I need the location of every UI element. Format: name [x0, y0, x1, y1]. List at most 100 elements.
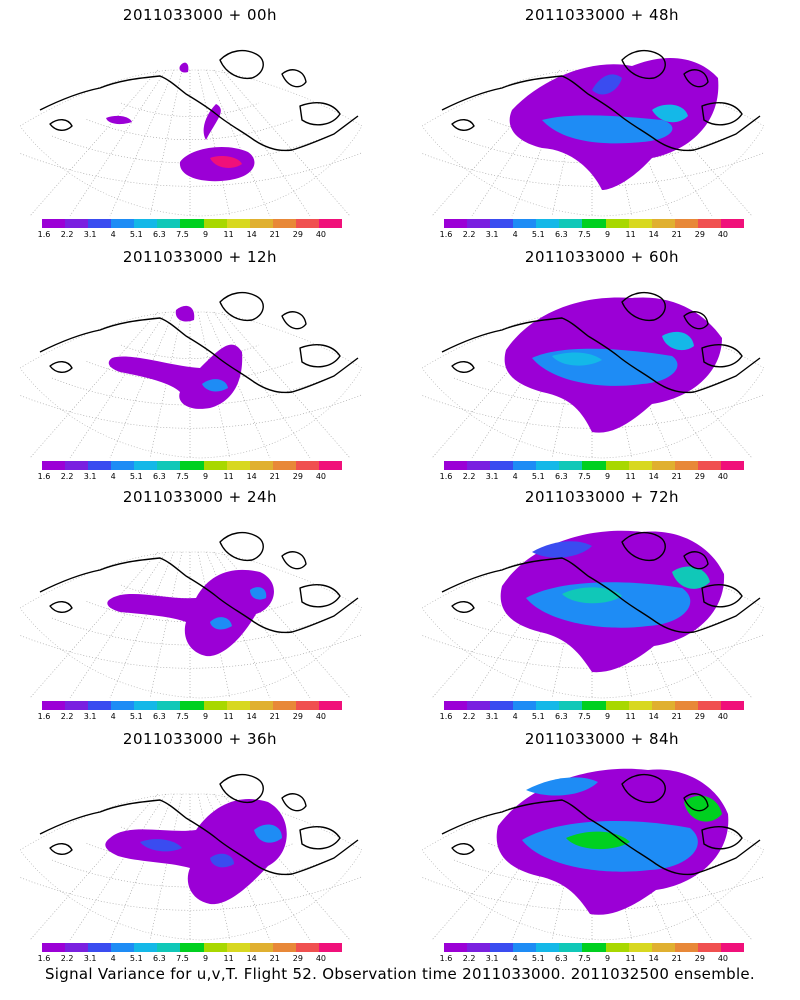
- colorbar-swatch: [651, 461, 676, 470]
- colorbar-swatch: [628, 461, 653, 470]
- colorbar-swatch: [249, 701, 274, 710]
- variance-contour: [562, 587, 622, 604]
- colorbar-swatch: [697, 943, 722, 952]
- colorbar-label: 1.6: [439, 954, 453, 963]
- colorbar-label: 2.2: [462, 472, 476, 481]
- colorbar-swatch: [628, 219, 653, 228]
- colorbar-swatch: [582, 943, 607, 952]
- polar-map: [20, 49, 363, 217]
- colorbar-swatch: [318, 701, 343, 710]
- colorbar-label: 6.3: [153, 712, 166, 721]
- colorbar: 1.6 2.2 3.1 4 5.1 6.3 7.5 9 11 14 21 29 40: [440, 943, 745, 971]
- colorbar-label: 4: [512, 712, 518, 721]
- colorbar-swatch: [490, 701, 514, 710]
- colorbar-swatch: [88, 701, 112, 710]
- colorbar-swatch: [65, 461, 89, 470]
- colorbar-label: 6.3: [555, 230, 568, 239]
- colorbar-label: 11: [223, 230, 234, 239]
- colorbar-label: 14: [648, 472, 659, 481]
- colorbar-swatch: [180, 219, 205, 228]
- colorbar-swatch: [111, 461, 135, 470]
- variance-contour: [250, 587, 267, 600]
- variance-contour: [526, 777, 598, 796]
- polar-map: [20, 773, 363, 941]
- colorbar-swatch: [605, 701, 630, 710]
- colorbar-label: 4: [512, 954, 518, 963]
- colorbar-label: 3.1: [485, 954, 499, 963]
- colorbar-label: 6.3: [555, 712, 568, 721]
- colorbar-swatch: [203, 461, 228, 470]
- variance-contour: [532, 541, 592, 558]
- variance-contour: [210, 853, 234, 868]
- colorbar-label: 2.2: [462, 712, 476, 721]
- colorbar-swatch: [536, 219, 560, 228]
- colorbar-swatch: [651, 943, 676, 952]
- colorbar-label: 4: [110, 230, 116, 239]
- colorbar-swatch: [272, 943, 297, 952]
- panel-title: 2011033000 + 36h: [122, 730, 278, 748]
- variance-contour: [203, 104, 221, 140]
- colorbar-label: 9: [202, 472, 209, 481]
- colorbar-label: 2.2: [462, 954, 476, 963]
- colorbar-swatch: [272, 461, 297, 470]
- colorbar-swatch: [513, 219, 537, 228]
- colorbar-swatch: [605, 219, 630, 228]
- colorbar-swatch: [697, 219, 722, 228]
- colorbar-label: 2.2: [462, 230, 476, 239]
- colorbar-label: 21: [269, 712, 280, 721]
- variance-contour: [210, 156, 242, 168]
- colorbar-swatch: [628, 701, 653, 710]
- colorbar-swatch: [180, 701, 205, 710]
- colorbar-swatch: [42, 701, 66, 710]
- colorbar-swatch: [697, 461, 722, 470]
- variance-contour: [140, 839, 182, 852]
- colorbar-label: 4: [512, 472, 518, 481]
- colorbar-label: 21: [269, 230, 280, 239]
- variance-contour: [175, 305, 195, 322]
- colorbar-label: 40: [315, 230, 327, 239]
- colorbar-swatch: [582, 701, 607, 710]
- colorbar-swatch: [582, 461, 607, 470]
- variance-contour: [106, 115, 132, 125]
- colorbar-swatch: [134, 943, 158, 952]
- colorbar: 1.6 2.2 3.1 4 5.1 6.3 7.5 9 11 14 21 29 40: [440, 461, 745, 489]
- colorbar: 1.6 2.2 3.1 4 5.1 6.3 7.5 9 11 14 21 29 40: [38, 943, 343, 971]
- colorbar-label: 21: [671, 472, 682, 481]
- colorbar-swatch: [674, 943, 699, 952]
- colorbar-swatch: [490, 219, 514, 228]
- colorbar-swatch: [42, 943, 66, 952]
- variance-contour: [202, 379, 228, 392]
- colorbar-label: 11: [223, 472, 234, 481]
- variance-contour: [566, 831, 630, 850]
- colorbar-swatch: [180, 461, 205, 470]
- polar-map: [422, 768, 765, 941]
- colorbar-label: 14: [246, 712, 257, 721]
- variance-contour: [592, 74, 622, 95]
- colorbar-label: 29: [694, 954, 705, 963]
- colorbar-label: 40: [315, 712, 327, 721]
- variance-field: [509, 57, 719, 191]
- coastline: [441, 773, 761, 876]
- colorbar-label: 9: [604, 230, 611, 239]
- colorbar-label: 7.5: [176, 472, 189, 481]
- colorbar: 1.6 2.2 3.1 4 5.1 6.3 7.5 9 11 14 21 29 40: [440, 701, 745, 729]
- colorbar-label: 7.5: [578, 712, 591, 721]
- coastline: [39, 49, 359, 152]
- panel-title: 2011033000 + 60h: [524, 248, 680, 266]
- colorbar-label: 3.1: [83, 230, 97, 239]
- colorbar-label: 1.6: [37, 230, 51, 239]
- colorbar-label: 5.1: [129, 472, 143, 481]
- colorbar-label: 9: [604, 954, 611, 963]
- colorbar-swatch: [490, 943, 514, 952]
- panel-title: 2011033000 + 12h: [122, 248, 278, 266]
- colorbar-label: 11: [625, 472, 636, 481]
- colorbar-swatch: [226, 461, 251, 470]
- colorbar-swatch: [720, 461, 745, 470]
- variance-contour: [210, 617, 232, 630]
- colorbar-swatch: [318, 943, 343, 952]
- colorbar-swatch: [42, 461, 66, 470]
- colorbar-swatch: [651, 219, 676, 228]
- colorbar-swatch: [490, 461, 514, 470]
- polar-map: [422, 530, 765, 699]
- colorbar-label: 9: [202, 230, 209, 239]
